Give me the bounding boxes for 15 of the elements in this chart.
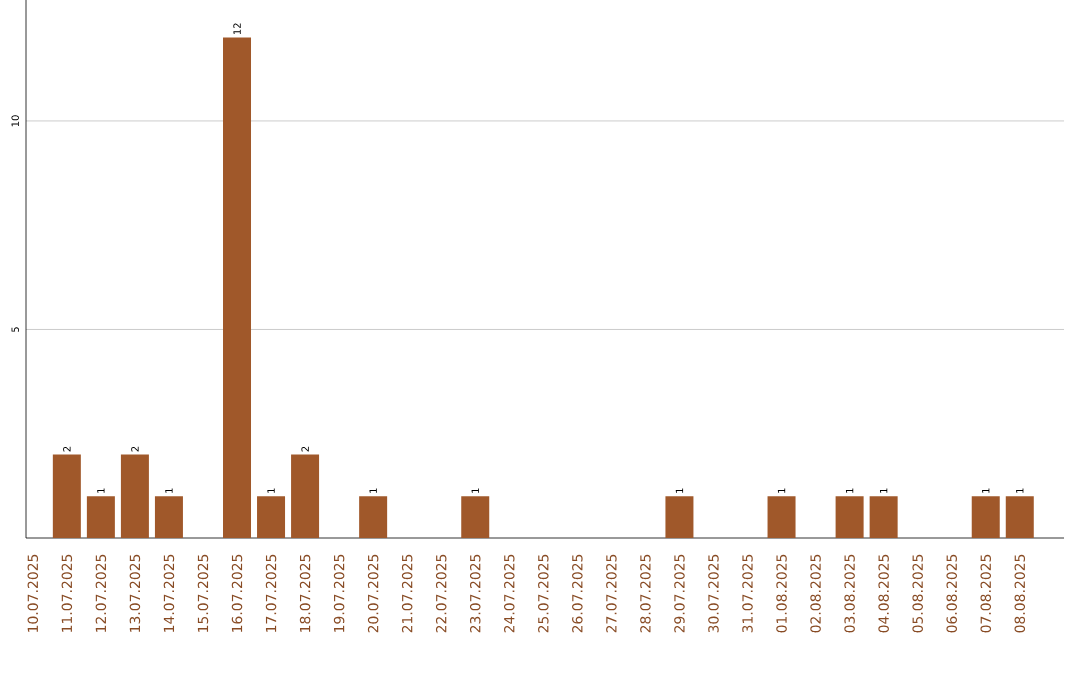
bar [869,496,898,538]
bar [1005,496,1034,538]
bar [835,496,864,538]
bar [154,496,183,538]
bar [359,496,388,538]
bar [291,454,320,538]
bar [971,496,1000,538]
bar [120,454,149,538]
bar [665,496,694,538]
bar [52,454,81,538]
bar [257,496,286,538]
bar [86,496,115,538]
bar [223,37,252,538]
bar [461,496,490,538]
bar [767,496,796,538]
